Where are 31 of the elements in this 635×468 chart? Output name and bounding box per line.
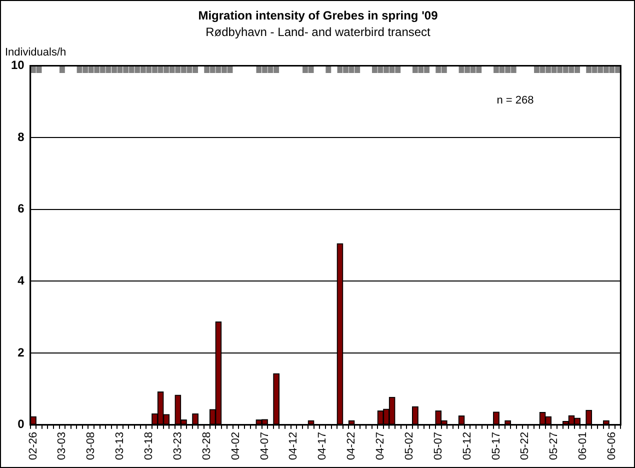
x-tick-label: 03-13 [114, 432, 126, 460]
x-tick-label: 05-07 [432, 432, 444, 460]
x-tick-label: 06-01 [577, 432, 590, 460]
x-tick-label: 03-08 [85, 432, 98, 460]
y-tick-label: 6 [18, 202, 25, 216]
x-tick-label: 05-02 [403, 432, 416, 460]
x-tick-label: 04-07 [258, 432, 271, 460]
x-tick-label: 03-23 [172, 432, 184, 460]
y-tick-label: 0 [18, 417, 25, 432]
y-tick-label: 4 [18, 274, 25, 288]
y-tick-label: 8 [18, 130, 25, 144]
y-axis-title: Individuals/h [5, 46, 66, 58]
x-tick-label: 04-12 [288, 432, 300, 460]
x-tick-label: 03-28 [200, 432, 213, 460]
x-tick-label: 03-03 [56, 432, 68, 460]
y-tick-label: 10 [10, 58, 25, 72]
x-tick-label: 04-27 [374, 432, 387, 460]
x-tick-label: 02-26 [27, 432, 40, 460]
x-tick-label: 05-22 [519, 432, 532, 460]
annotation: n = 268 [496, 94, 534, 106]
x-tick-label: 05-17 [490, 432, 502, 460]
x-tick-label: 06-06 [606, 432, 618, 460]
chart-subtitle: Rødbyhavn - Land- and waterbird transect [206, 24, 432, 39]
x-tick-label: 03-18 [143, 432, 156, 460]
y-tick-label: 2 [18, 345, 25, 360]
x-tick-label: 04-17 [316, 432, 329, 460]
chart-title: Migration intensity of Grebes in spring '09 [198, 8, 438, 23]
x-tick-label: 04-02 [230, 432, 242, 460]
x-tick-label: 05-27 [548, 432, 560, 460]
x-tick-label: 04-22 [346, 432, 358, 460]
x-tick-label: 05-12 [461, 432, 474, 460]
